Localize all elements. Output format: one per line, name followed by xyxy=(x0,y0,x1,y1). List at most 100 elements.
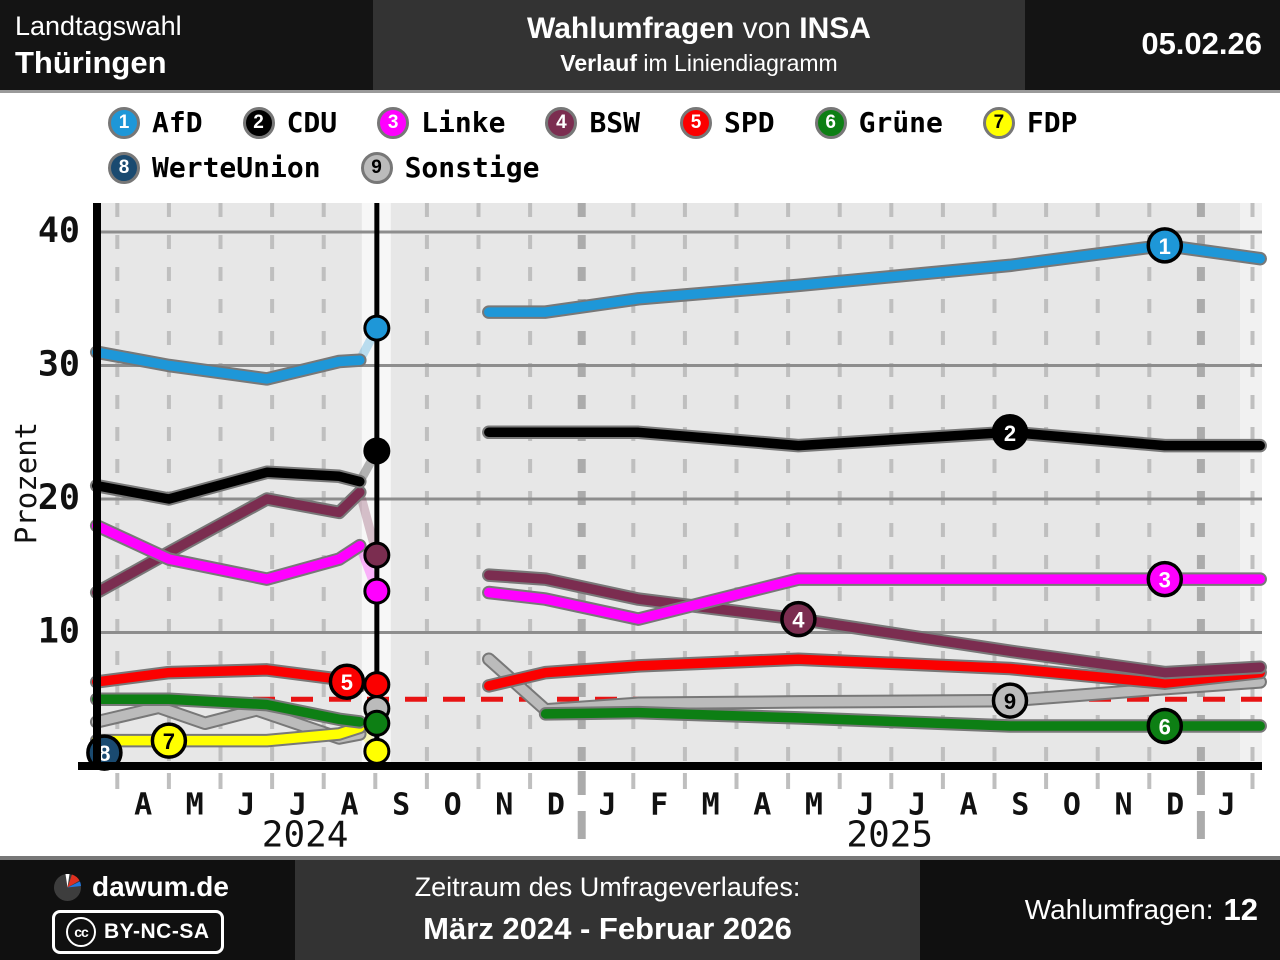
month-label-15: J xyxy=(856,788,874,823)
legend-label-cdu: CDU xyxy=(286,106,338,139)
legend-row-1: 1 AfD 2 CDU 3 Linke 4 BSW 5 SPD 6 Grüne 7 FDP xyxy=(108,106,1077,139)
series-marker-num-linke: 3 xyxy=(1159,568,1171,593)
election-type: Landtagswahl xyxy=(15,11,182,41)
series-line-linke-pre xyxy=(91,520,365,584)
ytick-label-10: 10 xyxy=(38,612,80,652)
legend-label-werteunion: WerteUnion xyxy=(152,151,321,184)
legend-item-sonstige: 9 Sonstige xyxy=(360,151,540,184)
legend-item-gruene: 6 Grüne xyxy=(814,106,943,139)
series-marker-num-afd: 1 xyxy=(1159,234,1171,259)
page-title: Wahlumfragen von INSA xyxy=(373,12,1025,46)
month-label-10: J xyxy=(598,788,616,823)
result-dot-cdu xyxy=(363,437,391,465)
series-marker-num-spd: 5 xyxy=(341,670,353,695)
series-marker-fdp xyxy=(150,722,188,759)
month-label-19: O xyxy=(1063,788,1081,823)
header-date-block: 05.02.26 xyxy=(1025,0,1280,90)
polls-label: Wahlumfragen: xyxy=(1024,894,1214,925)
header-title-block: Wahlumfragen von INSA Verlauf im Liniend… xyxy=(373,0,1025,90)
legend-item-fdp: 7 FDP xyxy=(982,106,1078,139)
series-line-afd-pre xyxy=(91,347,365,384)
legend-swatch-fdp: 7 xyxy=(982,106,1015,139)
legend-label-gruene: Grüne xyxy=(858,106,943,139)
period-label: Zeitraum des Umfrageverlaufes: xyxy=(414,871,801,902)
month-label-16: J xyxy=(908,788,926,823)
y-axis-title: Prozent xyxy=(9,422,43,544)
series-marker-sonstige xyxy=(991,682,1029,719)
legend-item-spd: 5 SPD xyxy=(680,106,775,139)
ytick-label-20: 20 xyxy=(38,478,80,518)
footer-period-block: Zeitraum des Umfrageverlaufes: März 2024… xyxy=(295,860,920,960)
legend-swatch-cdu: 2 xyxy=(242,106,275,139)
footer-brand-block: dawum.de cc BY-NC-SA xyxy=(0,860,295,960)
series-marker-linke xyxy=(1146,560,1184,598)
series-line-cdu-pre xyxy=(91,467,365,504)
legend-item-bsw: 4 BSW xyxy=(545,106,640,139)
month-label-5: A xyxy=(340,788,358,823)
legend-label-spd: SPD xyxy=(724,106,775,139)
cc-icon: cc xyxy=(66,917,96,947)
month-label-1: A xyxy=(134,788,152,823)
legend-label-fdp: FDP xyxy=(1026,106,1078,139)
election-region: Thüringen xyxy=(15,44,167,80)
header-election-block: Landtagswahl Thüringen xyxy=(0,0,373,90)
title-institute: INSA xyxy=(799,12,871,45)
legend-label-afd: AfD xyxy=(152,106,203,139)
month-label-12: M xyxy=(702,788,720,823)
legend-row-2: 8 WerteUnion 9 Sonstige xyxy=(108,151,539,184)
polls-count: 12 xyxy=(1223,892,1258,927)
series-line-spd-post xyxy=(484,654,1265,691)
series-marker-cdu xyxy=(991,414,1029,451)
future-band xyxy=(1240,203,1262,766)
series-marker-spd xyxy=(328,663,366,700)
footer-divider xyxy=(0,856,1280,860)
result-dot-gruene xyxy=(363,709,391,737)
result-dot-fdp xyxy=(363,737,391,765)
subtitle-rest: im Liniendiagramm xyxy=(637,50,838,76)
month-label-7: O xyxy=(444,788,462,823)
legend-item-cdu: 2 CDU xyxy=(242,106,338,139)
dawum-logo-icon xyxy=(54,873,81,901)
series-line-fdp-pre xyxy=(91,722,365,746)
legend-swatch-linke: 3 xyxy=(377,106,410,139)
month-label-6: S xyxy=(392,788,410,823)
series-line-gruene-pre xyxy=(91,694,365,727)
series-marker-num-sonstige: 9 xyxy=(1004,689,1016,714)
x-axis-left-stub xyxy=(78,762,93,770)
ytick-label-40: 40 xyxy=(38,211,80,251)
footer-count-block: Wahlumfragen: 12 xyxy=(920,860,1280,960)
month-label-21: D xyxy=(1166,788,1184,823)
period-value: März 2024 - Februar 2026 xyxy=(423,911,792,947)
result-dot-spd xyxy=(363,671,391,699)
license-text: BY-NC-SA xyxy=(104,920,210,943)
legend-item-werteunion: 8 WerteUnion xyxy=(108,151,321,184)
legend-label-sonstige: Sonstige xyxy=(404,151,540,184)
legend-swatch-sonstige: 9 xyxy=(360,151,393,184)
series-marker-bsw xyxy=(780,600,817,638)
legend-swatch-spd: 5 xyxy=(680,106,713,139)
series-marker-num-gruene: 6 xyxy=(1159,714,1171,739)
month-label-18: S xyxy=(1011,788,1029,823)
result-dot-afd xyxy=(363,314,391,342)
month-label-20: N xyxy=(1114,788,1132,823)
series-marker-gruene xyxy=(1146,707,1184,745)
legend-label-bsw: BSW xyxy=(589,106,641,139)
y-axis xyxy=(93,203,101,770)
month-label-13: A xyxy=(753,788,771,823)
month-label-3: J xyxy=(237,788,255,823)
month-label-22: J xyxy=(1218,788,1236,823)
result-dot-bsw xyxy=(363,541,391,569)
month-label-2: M xyxy=(186,788,204,823)
ytick-label-30: 30 xyxy=(38,345,80,385)
series-marker-num-werteunion: 8 xyxy=(98,741,110,766)
header-divider xyxy=(0,90,1280,93)
month-label-11: F xyxy=(650,788,668,823)
legend-swatch-afd: 1 xyxy=(108,106,140,139)
license-badge: cc BY-NC-SA xyxy=(52,910,224,954)
year-label-2025: 2025 xyxy=(846,815,933,856)
month-label-14: M xyxy=(805,788,823,823)
result-dot-linke xyxy=(363,577,391,605)
year-label-2024: 2024 xyxy=(262,815,349,856)
series-marker-num-cdu: 2 xyxy=(1004,421,1016,446)
